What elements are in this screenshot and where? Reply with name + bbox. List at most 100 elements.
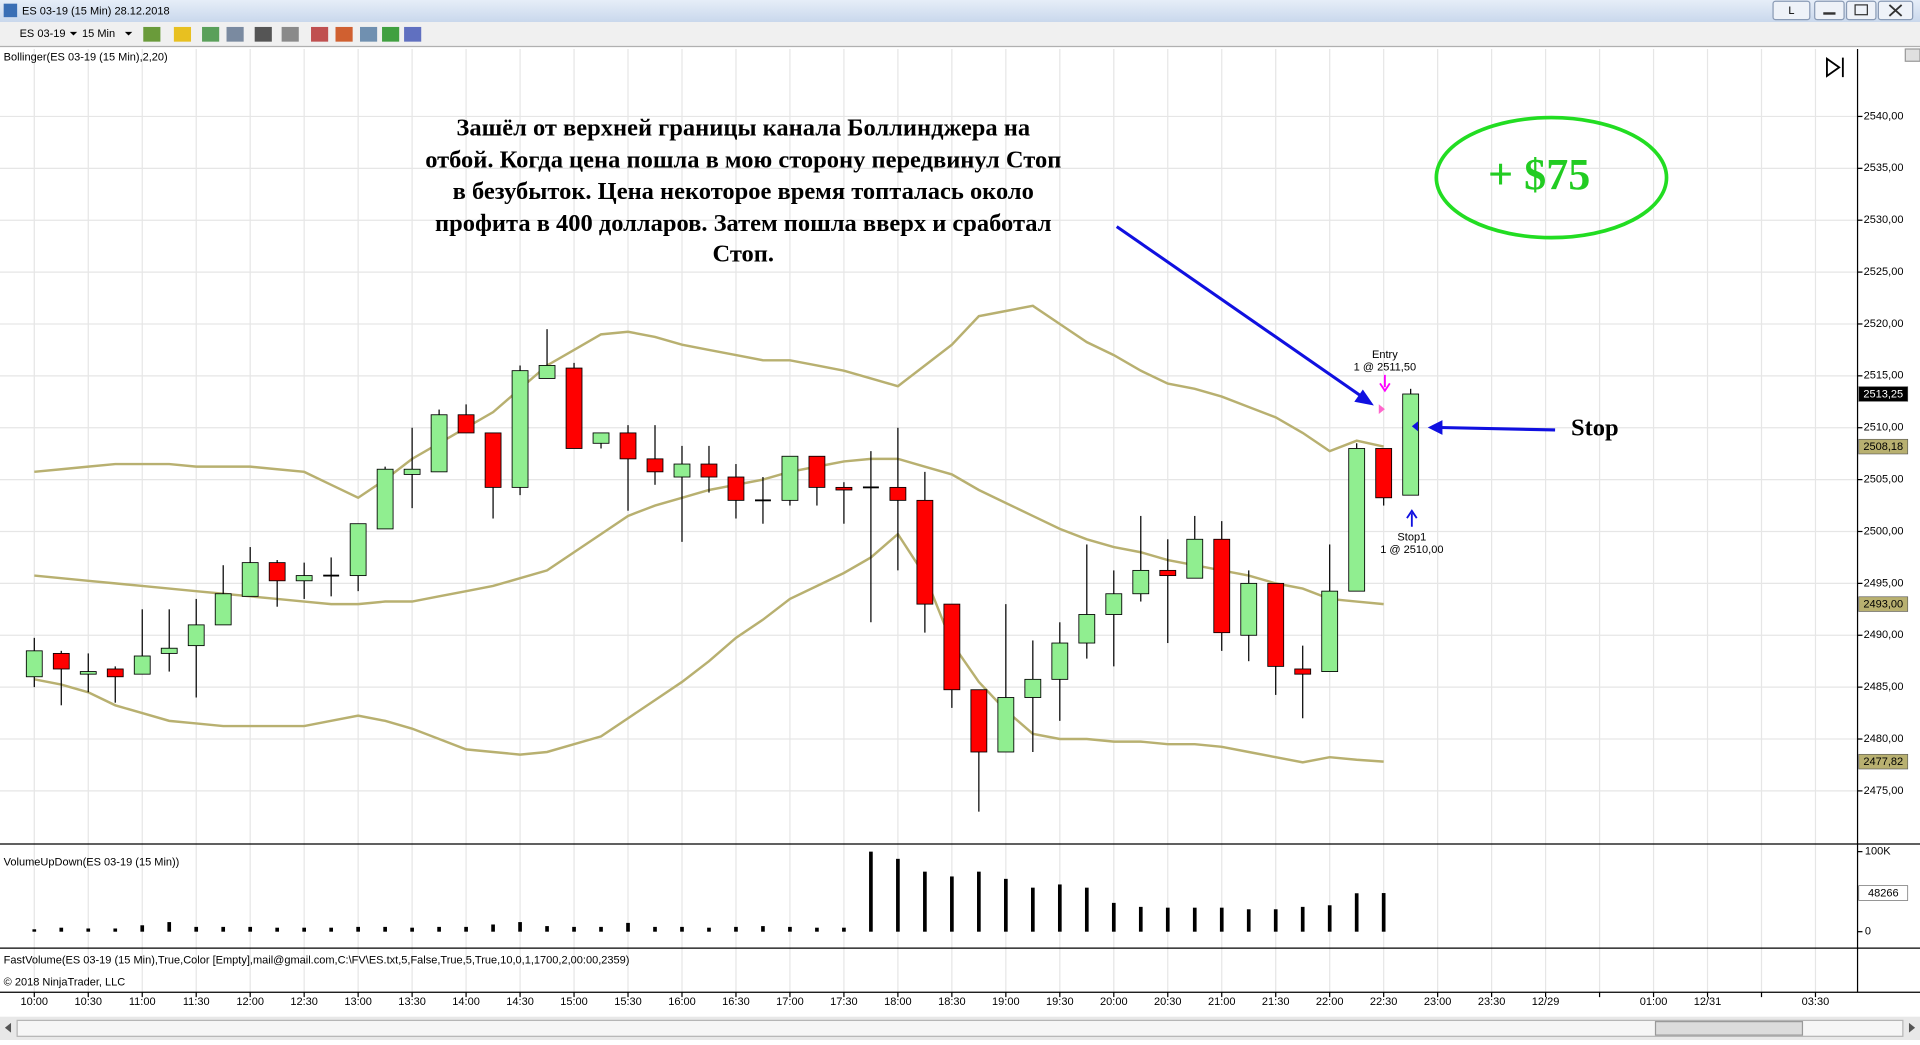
candle-body <box>889 486 907 501</box>
price-marker <box>1858 386 1909 402</box>
volume-bar <box>302 927 306 932</box>
x-tick-label: 23:00 <box>1424 996 1452 1008</box>
candle-body <box>1294 668 1312 675</box>
entry-label: 1 @ 2511,50 <box>1354 361 1416 373</box>
dropdown-arrow <box>69 31 78 36</box>
x-tick-label: 16:00 <box>668 996 696 1008</box>
bollinger-band <box>34 304 1384 500</box>
indicator-label: FastVolume(ES 03-19 (15 Min),True,Color … <box>4 954 630 966</box>
indicators-icon[interactable] <box>311 26 329 42</box>
y-tick-label: 2495,00 <box>1864 577 1904 589</box>
instrument-selector[interactable]: ES 03-19 <box>20 28 66 40</box>
x-tick-label: 13:30 <box>398 996 426 1008</box>
arrow-head <box>1427 420 1443 435</box>
x-tick-label: 11:30 <box>183 996 210 1008</box>
scale-icon[interactable] <box>226 26 244 42</box>
x-tick-label: 12/29 <box>1532 996 1560 1008</box>
volume-bar <box>1354 893 1359 932</box>
volume-bar <box>788 926 792 932</box>
x-tick-label: 23:30 <box>1478 996 1506 1008</box>
crosshair-icon[interactable] <box>254 26 272 42</box>
link-button[interactable] <box>1772 0 1811 21</box>
stop-order-label: 1 @ 2510,00 <box>1380 544 1443 556</box>
indicator-label: Bollinger(ES 03-19 (15 Min),2,20) <box>4 51 168 63</box>
price-marker-label: 2477,82 <box>1863 756 1903 768</box>
volume-bar <box>1381 893 1386 932</box>
candle-body <box>970 689 988 753</box>
volume-bar <box>383 926 387 932</box>
volume-bar <box>599 926 603 932</box>
scroll-end-icon[interactable] <box>1826 57 1844 78</box>
bar-type-icon[interactable] <box>143 26 161 42</box>
volume-bar <box>221 926 226 932</box>
scrollbar-track[interactable] <box>16 1019 1904 1037</box>
x-tick-label: 15:00 <box>560 996 588 1008</box>
toolbar-icons <box>143 26 422 42</box>
interval-selector[interactable]: 15 Min <box>82 28 115 40</box>
candle-body <box>25 650 43 678</box>
candle-body <box>538 365 556 379</box>
candle-body <box>484 432 502 488</box>
candle-body <box>1051 642 1069 680</box>
volume-bar <box>32 929 37 932</box>
y-tick-label: 2525,00 <box>1864 266 1904 278</box>
data-box-icon[interactable] <box>404 26 422 42</box>
entry-arrow <box>1379 374 1391 393</box>
x-tick-label: 16:30 <box>722 996 750 1008</box>
volume-bar <box>59 927 64 932</box>
candle-body <box>133 655 151 675</box>
candle-body <box>214 593 232 626</box>
zoom-icon[interactable] <box>202 26 220 42</box>
x-tick-label: 10:00 <box>20 996 48 1008</box>
close-icon <box>1888 4 1903 17</box>
strategies-icon[interactable] <box>335 26 353 42</box>
note-line: профита в 400 долларов. Затем пошла ввер… <box>435 210 1052 237</box>
panel-button[interactable] <box>1904 48 1920 62</box>
note-line: Стоп. <box>712 241 774 268</box>
properties-icon[interactable] <box>281 26 299 42</box>
candle-body <box>808 455 826 488</box>
candle-body <box>1375 448 1393 499</box>
candle-body <box>1213 538 1231 634</box>
candle-body <box>160 647 178 654</box>
stop-label: Stop <box>1571 415 1619 442</box>
candle-body <box>457 414 475 434</box>
candle-body <box>916 499 934 605</box>
x-tick-label: 22:00 <box>1316 996 1344 1008</box>
x-tick-label: 19:30 <box>1046 996 1074 1008</box>
x-tick-label: 21:30 <box>1262 996 1290 1008</box>
candle-body <box>430 414 448 473</box>
minimize-button[interactable] <box>1814 0 1845 21</box>
profit-label: + $75 <box>1488 150 1590 199</box>
annotations: Зашёл от верхней границы канала Боллиндж… <box>425 114 1669 556</box>
candle-body <box>511 370 529 488</box>
maximize-icon <box>1854 4 1868 16</box>
scrollbar-thumb[interactable] <box>1654 1021 1804 1036</box>
volume-bar <box>1004 878 1008 932</box>
candle-body <box>727 476 745 501</box>
lines-icon[interactable] <box>360 26 378 42</box>
price-marker-label: 2513,25 <box>1863 389 1903 401</box>
volume-bar <box>518 922 522 932</box>
dollar-icon[interactable] <box>382 26 400 42</box>
volume-bar <box>1138 906 1143 932</box>
draw-tool-icon[interactable] <box>173 26 192 42</box>
title-bar <box>0 0 1920 23</box>
window-title: ES 03-19 (15 Min) 28.12.2018 <box>22 6 170 18</box>
volume-bar <box>140 925 145 932</box>
x-tick-label: 14:00 <box>452 996 480 1008</box>
volume-bar <box>491 924 495 932</box>
candle-body <box>862 486 879 489</box>
x-tick-label: 01:00 <box>1640 996 1668 1008</box>
volume-bar <box>1084 887 1089 932</box>
candle-body <box>106 668 124 678</box>
y-tick-label: 2505,00 <box>1864 474 1904 486</box>
volume-bar <box>356 926 360 932</box>
volume-bar <box>167 922 172 932</box>
volume-bar <box>896 858 900 932</box>
x-tick-label: 18:30 <box>938 996 966 1008</box>
candle-body <box>187 624 205 647</box>
app-icon <box>3 3 18 18</box>
volume-bar <box>950 876 954 932</box>
maximize-button[interactable] <box>1845 0 1877 21</box>
